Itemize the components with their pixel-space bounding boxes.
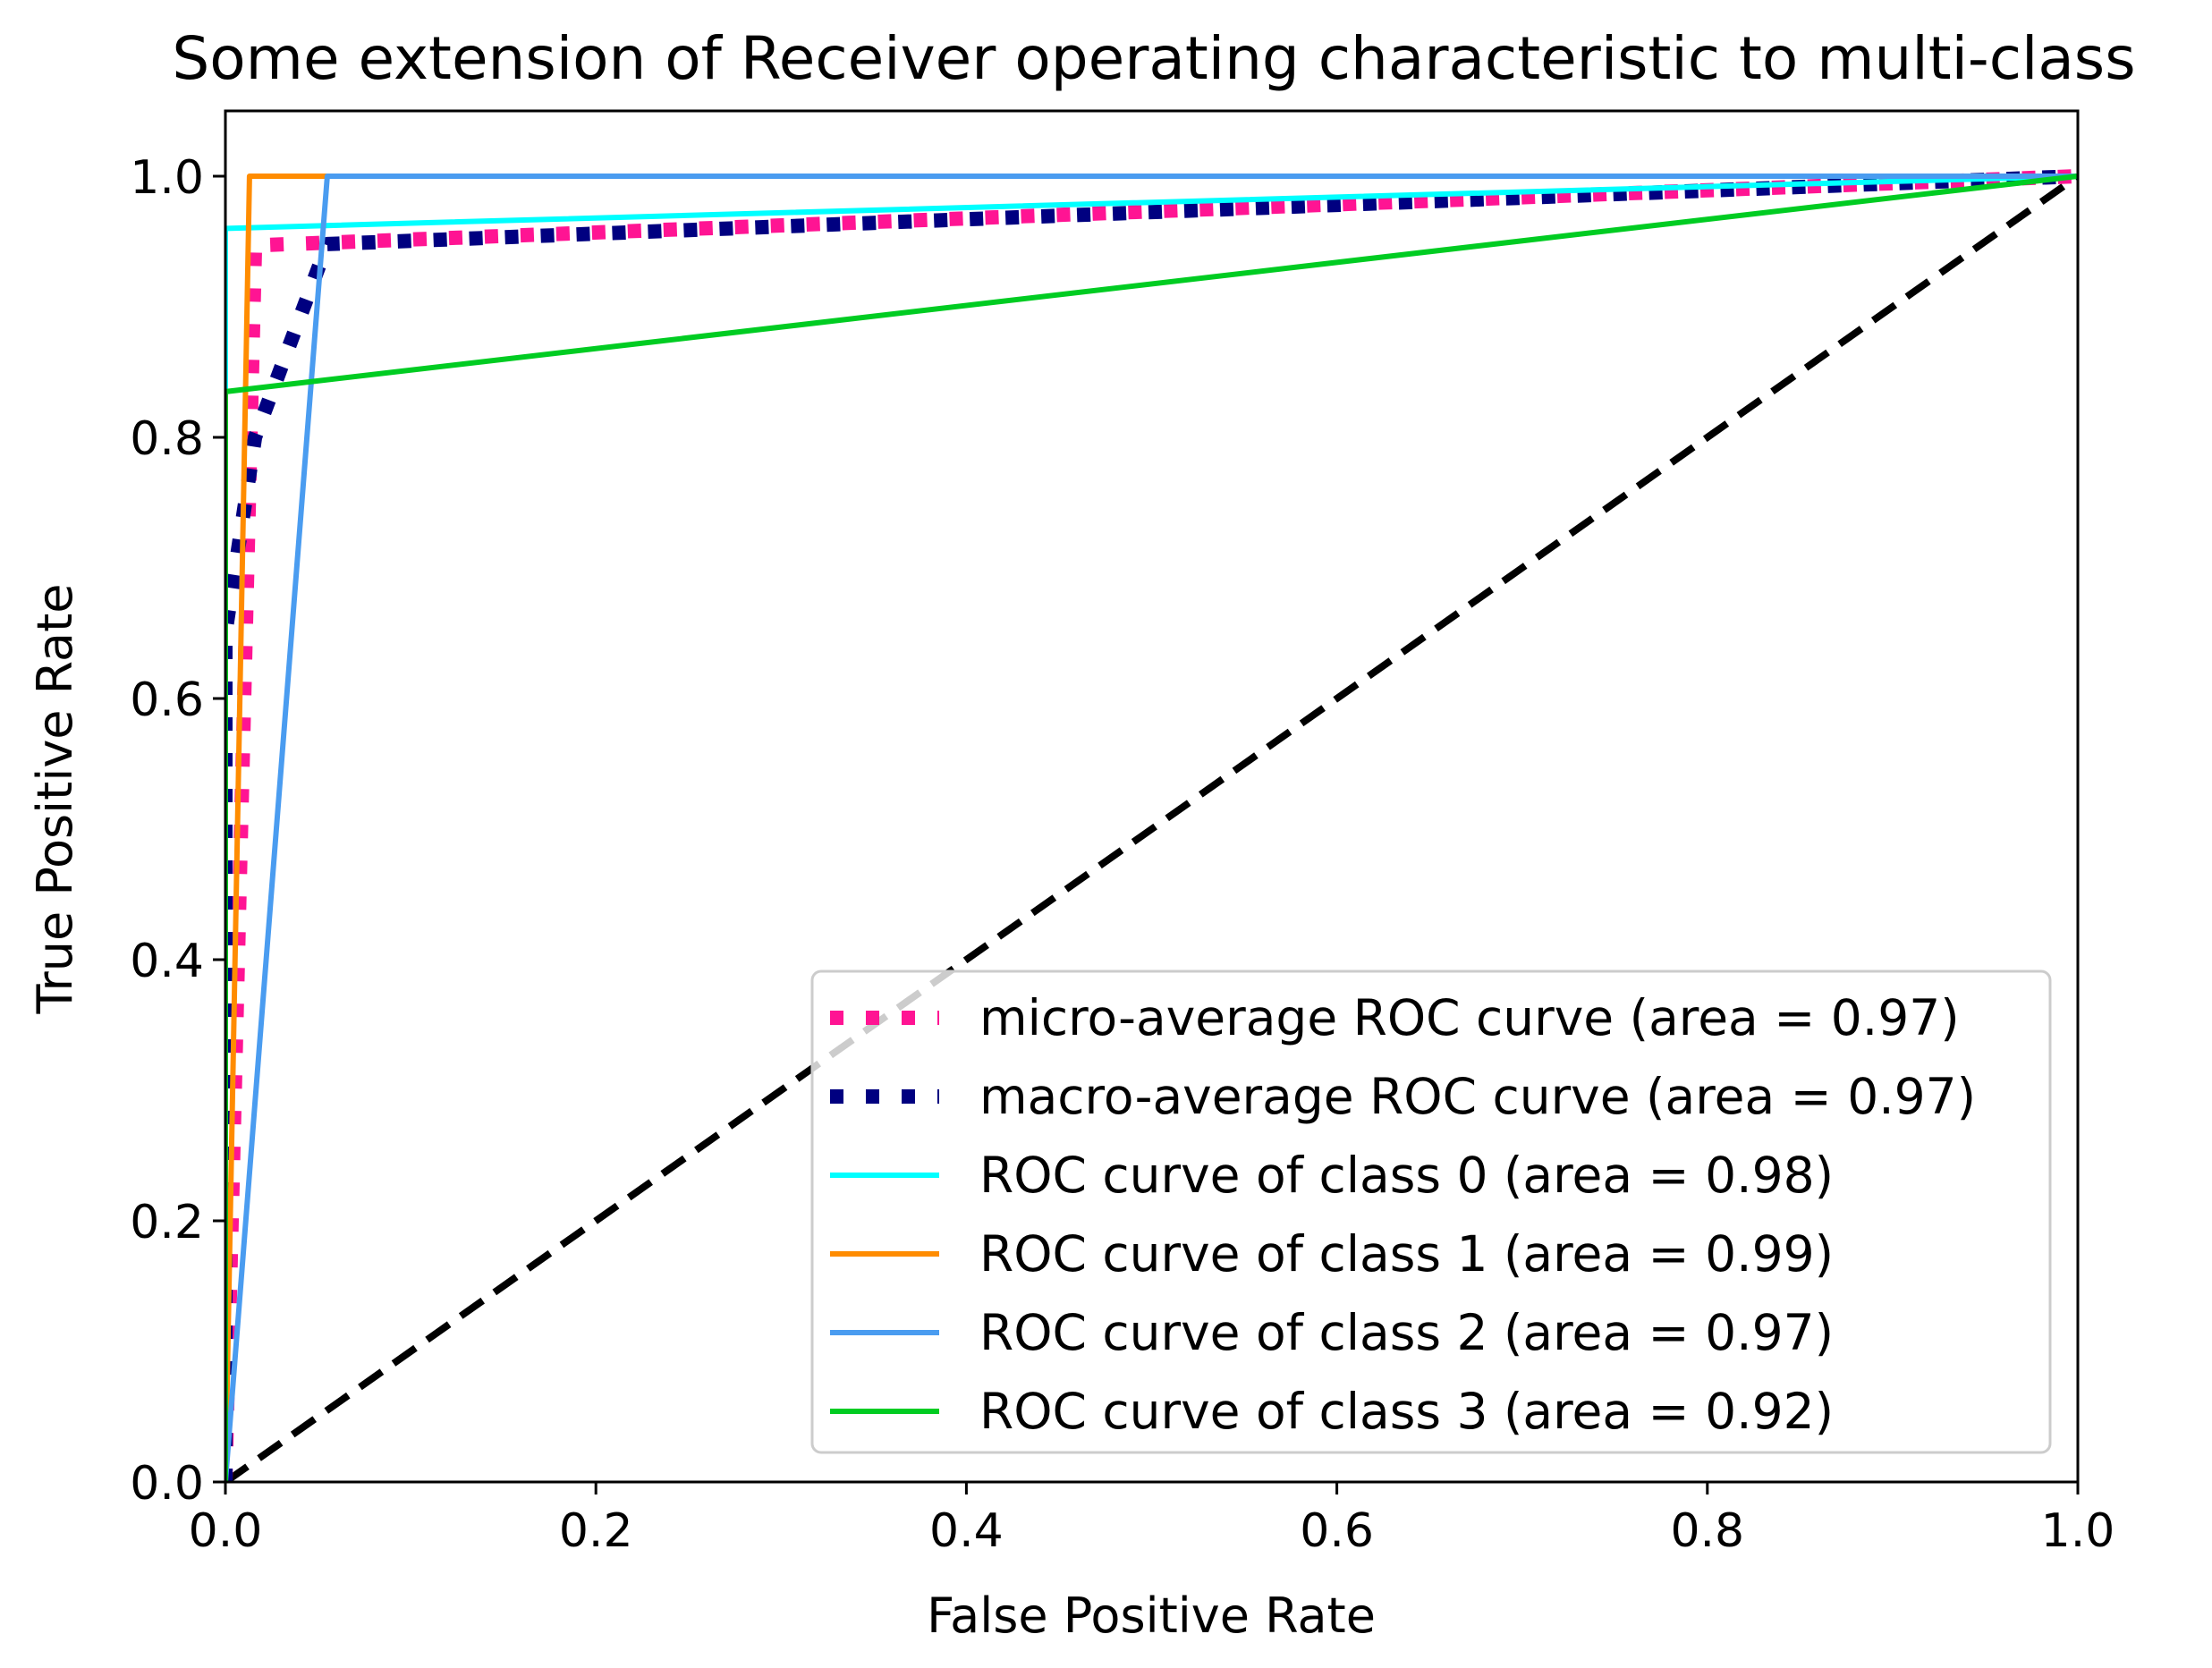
legend-label-roc-curve-of-class-2: ROC curve of class 2 (area = 0.97) — [979, 1304, 1834, 1361]
y-axis-label: True Positive Rate — [27, 583, 83, 1014]
y-tick-label: 0.4 — [130, 935, 204, 988]
axis-ticks: 0.0 0.2 0.4 0.6 0.8 1.0 0.0 0.2 0.4 0.6 0.8 1.0 — [130, 151, 2115, 1558]
legend-label-micro-average-roc-curve: micro-average ROC curve (area = 0.97) — [979, 989, 1960, 1046]
series-line-roc-curve-of-class-0 — [225, 174, 2078, 1482]
y-tick-label: 0.2 — [130, 1196, 204, 1249]
y-tick-label: 1.0 — [130, 151, 204, 205]
plot-area — [225, 169, 2078, 1482]
series-line-macro-average-roc-curve — [225, 169, 2078, 1482]
legend-label-roc-curve-of-class-3: ROC curve of class 3 (area = 0.92) — [979, 1383, 1834, 1440]
chart-title: Some extension of Receiver operating cha… — [172, 24, 2135, 93]
x-tick-label: 0.0 — [189, 1504, 263, 1558]
legend: micro-average ROC curve (area = 0.97) mac… — [810, 969, 2052, 1454]
series-line-roc-curve-of-class-3 — [225, 174, 2078, 1482]
x-tick-label: 0.6 — [1300, 1504, 1374, 1558]
legend-label-macro-average-roc-curve: macro-average ROC curve (area = 0.97) — [979, 1068, 1976, 1125]
reference-diagonal-line — [225, 173, 2078, 1482]
legend-box — [810, 969, 2052, 1454]
y-tick-label: 0.8 — [130, 412, 204, 466]
legend-entries: micro-average ROC curve (area = 0.97) mac… — [830, 989, 1976, 1440]
x-tick-label: 0.8 — [1670, 1504, 1744, 1558]
x-tick-label: 0.4 — [929, 1504, 1004, 1558]
plot-frame — [224, 109, 2080, 1484]
y-tick-label: 0.0 — [130, 1457, 204, 1511]
x-axis-label: False Positive Rate — [927, 1588, 1376, 1644]
y-tick-label: 0.6 — [130, 673, 204, 727]
legend-label-roc-curve-of-class-1: ROC curve of class 1 (area = 0.99) — [979, 1225, 1834, 1283]
x-tick-label: 0.2 — [559, 1504, 633, 1558]
x-tick-label: 1.0 — [2041, 1504, 2115, 1558]
series-line-roc-curve-of-class-2 — [225, 174, 2078, 1482]
legend-label-roc-curve-of-class-0: ROC curve of class 0 (area = 0.98) — [979, 1147, 1834, 1204]
